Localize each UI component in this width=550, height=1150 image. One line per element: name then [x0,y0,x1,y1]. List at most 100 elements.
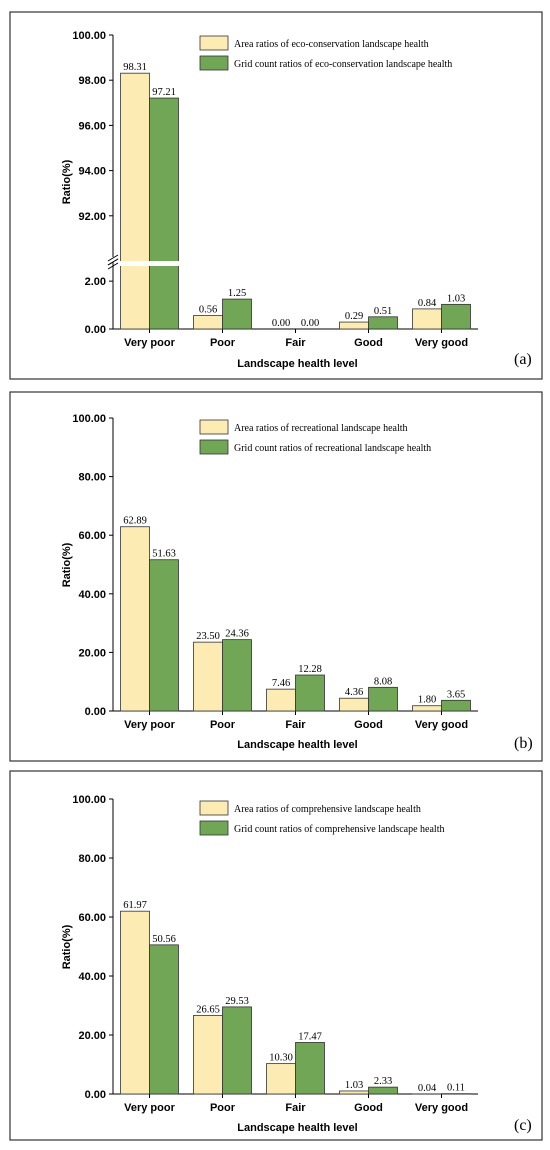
x-axis-title: Landscape health level [237,358,357,370]
y-tick-label: 40.00 [78,589,106,601]
y-tick-label: 60.00 [78,530,106,542]
legend-swatch [199,419,229,435]
bar-series-2 [222,298,252,330]
bar-series-1 [412,308,442,330]
panel-label: (c) [514,1117,532,1134]
y-tick-label: 0.00 [85,324,106,336]
data-label: 8.08 [374,676,392,687]
legend-label: Grid count ratios of comprehensive lands… [234,824,444,835]
legend-swatch [199,35,229,51]
y-tick-label: 40.00 [78,971,106,983]
axis-break-mark [107,258,119,266]
data-label: 62.89 [123,516,147,527]
bar-series-2 [368,1086,398,1095]
x-tick-label: Good [354,719,383,731]
legend-swatch [199,439,229,455]
bar-series-1 [193,315,223,330]
y-tick-label: 92.00 [78,211,106,223]
data-label: 26.65 [196,1004,220,1015]
y-axis-title: Ratio(%) [61,159,73,204]
data-label: 97.21 [152,87,176,98]
data-label: 12.28 [298,664,322,675]
bar-series-2 [149,559,179,712]
bar-series-1 [339,321,369,330]
y-axis-title: Ratio(%) [61,924,73,969]
bar-series-2 [222,639,252,712]
bar-series-1 [266,688,296,712]
bar-series-1 [193,1014,223,1095]
data-label: 0.00 [272,318,290,329]
bar-series-2 [149,97,179,330]
panel-frame [9,391,543,762]
x-tick-label: Poor [210,1102,236,1114]
x-tick-label: Fair [285,1102,306,1114]
bar-series-1 [120,910,150,1095]
bar-series-2 [222,1006,252,1095]
bar-series-2 [441,699,471,712]
bar-series-2 [368,316,398,330]
legend-label: Grid count ratios of recreational landsc… [234,443,431,454]
data-label: 61.97 [123,900,147,911]
chart-panel-c: 0.00 20.00 40.00 60.00 80.00 100.00 Very poor P… [9,770,543,1141]
y-tick-label: 0.00 [85,706,106,718]
data-label: 23.50 [196,631,220,642]
chart-panel-a: 0.00 2.00 92.00 94.00 96.00 98.00 100.00 Very p… [9,11,543,380]
bar-series-2 [295,674,325,712]
y-tick-label: 98.00 [78,75,106,87]
bar-series-2 [295,1042,325,1095]
panel-label: (a) [514,351,532,368]
data-label: 1.80 [418,695,436,706]
data-label: 1.25 [228,288,246,299]
axis-break-mark [107,262,119,270]
y-tick-label: 94.00 [78,166,106,178]
bar-series-1 [339,697,369,712]
data-label: 17.47 [298,1031,322,1042]
y-tick-label: 60.00 [78,912,106,924]
x-tick-label: Poor [210,337,236,349]
x-tick-label: Fair [285,337,306,349]
legend-label: Area ratios of eco-conservation landscap… [234,39,429,50]
data-label: 98.31 [123,62,147,73]
data-label: 51.63 [152,549,176,560]
y-tick-label: 96.00 [78,120,106,132]
x-tick-label: Very good [415,337,468,349]
legend-swatch [199,820,229,836]
bar-series-1 [120,72,150,330]
data-label: 50.56 [152,934,176,945]
y-tick-label: 20.00 [78,1030,106,1042]
bar-series-1 [339,1090,369,1095]
data-label: 29.53 [225,996,249,1007]
data-label: 10.30 [269,1053,293,1064]
x-tick-label: Very good [415,719,468,731]
data-label: 7.46 [272,678,290,689]
x-tick-label: Very poor [124,337,175,349]
data-label: 3.65 [447,689,465,700]
data-label: 0.04 [418,1083,437,1094]
data-label: 0.51 [374,306,392,317]
y-tick-label: 2.00 [85,276,106,288]
x-tick-label: Good [354,1102,383,1114]
bar-series-1 [120,526,150,712]
panel-frame [9,11,543,380]
chart-panel-b: 0.00 20.00 40.00 60.00 80.00 100.00 Very poor P… [9,391,543,762]
bar-series-2 [149,944,179,1095]
data-label: 1.03 [345,1080,363,1091]
y-tick-label: 100.00 [72,30,106,42]
legend-swatch [199,800,229,816]
axis-break-gap [114,261,479,266]
y-tick-label: 80.00 [78,472,106,484]
panel-frame [9,770,543,1141]
x-axis-title: Landscape health level [237,1122,357,1134]
data-label: 2.33 [374,1076,392,1087]
x-tick-label: Poor [210,719,236,731]
bar-series-1 [266,1063,296,1095]
data-label: 1.03 [447,293,465,304]
data-label: 0.11 [447,1083,465,1094]
y-tick-label: 0.00 [85,1089,106,1101]
x-tick-label: Very poor [124,719,175,731]
legend-label: Area ratios of recreational landscape he… [234,423,408,434]
axis-break-mark [107,254,119,262]
data-label: 0.29 [345,311,363,322]
x-tick-label: Very poor [124,1102,175,1114]
